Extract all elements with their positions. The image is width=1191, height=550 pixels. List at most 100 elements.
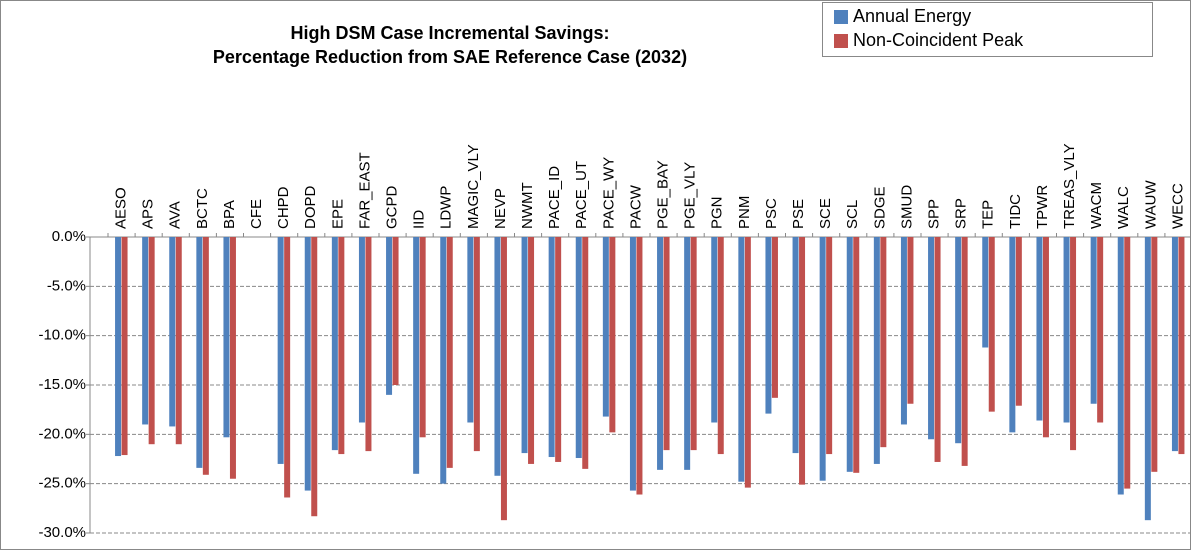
bar (142, 237, 149, 425)
x-tick-label: MAGIC_VLY (465, 144, 482, 229)
bar (304, 237, 311, 491)
bar (982, 237, 989, 348)
x-tick-label: WALC (1115, 186, 1132, 229)
x-tick-label: PGE_VLY (682, 162, 699, 229)
x-tick-label: WAUW (1142, 180, 1159, 229)
bar (413, 237, 420, 474)
bar (1171, 237, 1178, 452)
x-tick-label: WACM (1088, 182, 1105, 229)
bar (284, 237, 291, 498)
bar (582, 237, 589, 469)
bar (1009, 237, 1016, 433)
y-tick-label: -5.0% (47, 277, 86, 294)
x-tick-label: IID (411, 210, 428, 229)
x-tick-label: SDGE (871, 186, 888, 229)
x-tick-label: CFE (248, 199, 265, 229)
bar (657, 237, 664, 470)
bar (609, 237, 616, 433)
y-tick-label: -20.0% (38, 425, 86, 442)
bar (961, 237, 968, 466)
bar (1178, 237, 1185, 455)
bar (229, 237, 236, 479)
bar (1070, 237, 1077, 451)
bar (331, 237, 338, 451)
bar (819, 237, 826, 481)
bar (744, 237, 751, 488)
x-tick-label: DOPD (302, 185, 319, 229)
x-tick-label: LDWP (438, 186, 455, 229)
bar (555, 237, 562, 462)
bar (771, 237, 778, 398)
bar (115, 237, 122, 457)
legend-swatch (834, 10, 848, 24)
bar (1090, 237, 1097, 404)
bar (1144, 237, 1151, 521)
x-tick-label: PACE_WY (600, 157, 617, 229)
bar (717, 237, 724, 455)
bar (1042, 237, 1049, 438)
bar (202, 237, 209, 475)
chart-title: Percentage Reduction from SAE Reference … (213, 47, 687, 67)
bar (636, 237, 643, 495)
bar (880, 237, 887, 448)
bar (690, 237, 697, 451)
bar (738, 237, 745, 482)
chart-title: High DSM Case Incremental Savings: (290, 23, 609, 43)
bar (473, 237, 480, 452)
y-tick-label: -10.0% (38, 327, 86, 344)
legend-label: Annual Energy (853, 6, 971, 26)
bar (223, 237, 230, 438)
y-tick-label: -15.0% (38, 376, 86, 393)
bar (988, 237, 995, 412)
bar (528, 237, 535, 464)
bar (853, 237, 860, 473)
bar (121, 237, 128, 456)
x-tick-label: SMUD (898, 185, 915, 229)
bar (365, 237, 372, 452)
x-tick-label: PACE_ID (546, 166, 563, 229)
x-tick-label: APS (140, 199, 157, 229)
bar (392, 237, 399, 385)
bar (711, 237, 718, 423)
y-tick-label: 0.0% (52, 228, 86, 245)
x-tick-label: TREAS_VLY (1061, 143, 1078, 229)
x-tick-label: PNM (736, 196, 753, 229)
x-tick-label: AESO (113, 187, 130, 229)
bar (500, 237, 507, 521)
x-tick-label: AVA (167, 201, 184, 229)
x-tick-label: NEVP (492, 188, 509, 229)
bar (521, 237, 528, 454)
bar (1151, 237, 1158, 472)
bar (955, 237, 962, 444)
bar (1036, 237, 1043, 421)
x-tick-label: WECC (1169, 183, 1186, 229)
bar (792, 237, 799, 454)
bar (826, 237, 833, 455)
bar (934, 237, 941, 462)
bar (629, 237, 636, 491)
bar (386, 237, 393, 395)
x-tick-label: CHPD (275, 186, 292, 229)
bar (169, 237, 176, 427)
bar (799, 237, 806, 485)
bar (1097, 237, 1104, 423)
bar (196, 237, 203, 468)
x-tick-label: NWMT (519, 182, 536, 229)
x-tick-label: SRP (953, 198, 970, 229)
x-tick-label: PGN (709, 196, 726, 229)
bar (440, 237, 447, 484)
legend-box (822, 2, 1153, 57)
bar (765, 237, 772, 414)
bar (907, 237, 914, 404)
bar (148, 237, 155, 445)
x-tick-label: PACE_UT (573, 161, 590, 229)
bar (467, 237, 474, 423)
bar (277, 237, 284, 464)
bar (1124, 237, 1131, 489)
x-tick-label: PACW (627, 184, 644, 229)
bar (311, 237, 318, 517)
bar (358, 237, 365, 423)
bar (446, 237, 453, 468)
x-tick-label: BPA (221, 200, 238, 229)
bar (338, 237, 345, 455)
